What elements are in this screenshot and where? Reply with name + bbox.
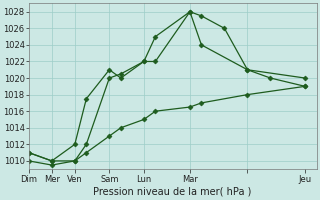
- X-axis label: Pression niveau de la mer( hPa ): Pression niveau de la mer( hPa ): [93, 187, 252, 197]
